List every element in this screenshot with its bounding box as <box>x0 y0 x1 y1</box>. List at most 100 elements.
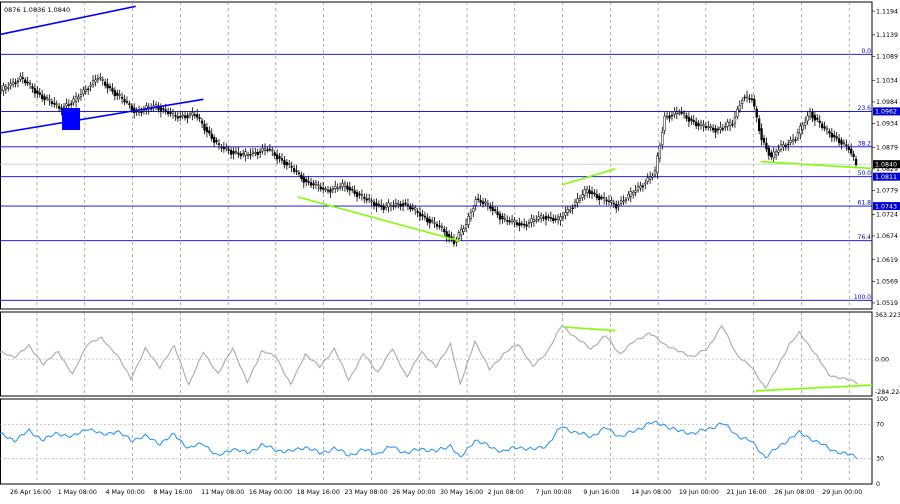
candle-bear <box>811 112 814 119</box>
candle-bear <box>130 105 133 111</box>
candle-bull <box>578 198 582 201</box>
candle-bear <box>491 207 494 211</box>
candle-bear <box>714 128 717 133</box>
candle-bear <box>290 166 293 168</box>
candle-bull <box>2 85 5 91</box>
cci-tick-label: -284.224 <box>875 389 900 396</box>
candle-bull <box>619 200 623 204</box>
candle-bear <box>319 186 322 190</box>
candle-bull <box>573 201 577 206</box>
candle-bull <box>629 191 632 197</box>
candle-bear <box>67 104 70 106</box>
price-level-box <box>873 107 900 116</box>
price-tick-label: 1.0569 <box>876 279 898 286</box>
candle-bull <box>440 225 443 228</box>
candle-bear <box>416 210 419 213</box>
candle-bear <box>435 223 439 227</box>
candle-bull <box>789 139 792 143</box>
fib-level-label: 23.6 <box>858 105 872 112</box>
candle-bull <box>709 125 712 128</box>
candle-bear <box>830 132 833 138</box>
candle-bull <box>801 124 804 130</box>
candle-bear <box>820 123 824 128</box>
candle-bull <box>658 145 661 159</box>
candle-bear <box>346 185 349 190</box>
cci-line <box>0 324 858 390</box>
candle-bull <box>370 200 373 202</box>
candle-bull <box>137 111 141 113</box>
candle-bull <box>242 153 245 155</box>
date-tick-label: 19 Jun 00:00 <box>679 489 719 496</box>
candle-bear <box>692 120 695 123</box>
candle-bull <box>675 111 678 114</box>
candle-bull <box>540 215 543 219</box>
candle-bear <box>406 204 410 206</box>
candle-bull <box>728 121 732 126</box>
candle-bear <box>302 176 305 183</box>
candle-bull <box>79 94 83 97</box>
candle-bull <box>28 82 32 85</box>
candle-bull <box>527 222 531 224</box>
candle-bear <box>322 187 325 190</box>
candle-bear <box>758 118 761 132</box>
candle-bull <box>474 199 477 206</box>
candle-bear <box>205 127 209 133</box>
candle-bear <box>428 219 431 224</box>
candle-bull <box>602 197 606 199</box>
divergence-trendline <box>297 196 461 242</box>
candle-bull <box>261 148 264 152</box>
candle-bull <box>804 122 807 126</box>
candle-bull <box>96 78 100 81</box>
price-tick-label: 1.1034 <box>876 77 898 84</box>
candle-bear <box>375 202 378 207</box>
price-tick-label: 1.1194 <box>876 8 898 15</box>
candle-bear <box>278 156 281 159</box>
candle-bull <box>181 114 184 117</box>
candle-bear <box>329 189 332 193</box>
candle-bear <box>43 96 46 101</box>
candle-bear <box>305 179 308 182</box>
candle-bull <box>796 132 800 139</box>
candle-bull <box>317 184 320 187</box>
rsi-tick-label: 70 <box>876 422 884 429</box>
candle-bull <box>11 81 15 85</box>
candle-bull <box>617 204 620 207</box>
candle-bear <box>852 153 855 157</box>
candle-bull <box>431 220 434 222</box>
candle-bear <box>765 142 768 150</box>
candle-bull <box>314 182 318 185</box>
candle-bull <box>634 190 637 193</box>
signal-marker <box>62 108 80 130</box>
candle-bear <box>515 222 519 225</box>
candle-bull <box>532 219 536 222</box>
candle-bear <box>668 115 671 119</box>
candle-bear <box>292 168 296 172</box>
candle-bear <box>549 217 552 219</box>
candle-bull <box>188 113 192 116</box>
rsi-tick-label: 100 <box>876 396 888 403</box>
price-level-box <box>873 160 900 169</box>
candle-bear <box>220 146 223 149</box>
candle-bear <box>750 98 754 100</box>
candle-bear <box>38 92 41 95</box>
candle-bear <box>14 82 17 84</box>
candle-bull <box>462 228 465 232</box>
candle-bear <box>200 120 204 124</box>
candle-bull <box>535 219 538 222</box>
candle-bull <box>118 94 121 96</box>
candle-bear <box>268 148 272 151</box>
candle-bull <box>271 149 274 152</box>
date-tick-label: 18 May 16:00 <box>297 489 340 496</box>
candle-bear <box>309 182 313 186</box>
candle-bear <box>523 223 526 226</box>
candle-bull <box>559 216 562 221</box>
candle-bear <box>326 189 330 192</box>
candle-bear <box>498 213 502 220</box>
candle-bull <box>368 198 371 201</box>
candle-bear <box>598 195 601 200</box>
candle-bear <box>547 216 550 219</box>
candle-bull <box>581 194 584 198</box>
candle-bear <box>120 96 124 99</box>
candle-bear <box>854 158 858 165</box>
